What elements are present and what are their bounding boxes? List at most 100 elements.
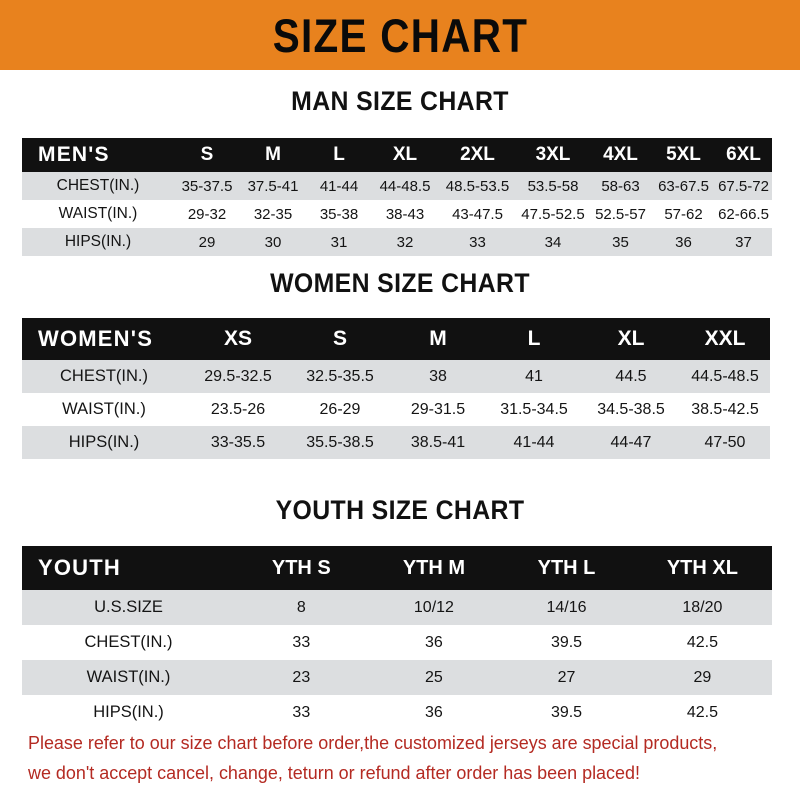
men-size-header: 5XL bbox=[666, 144, 701, 165]
men-measurement-cell: 62-66.5 bbox=[718, 205, 769, 223]
table-row: WAIST(IN.) 23 25 27 29 bbox=[22, 660, 772, 695]
women-measurement-cell: 33-35.5 bbox=[210, 433, 266, 451]
table-row: CHEST(IN.) 35-37.5 37.5-41 41-44 44-48.5 48.5… bbox=[22, 172, 772, 200]
men-size-header: S bbox=[200, 144, 214, 165]
table-row: WAIST(IN.) 29-32 32-35 35-38 38-43 43-47.5 47.… bbox=[22, 200, 772, 228]
men-measurement-cell: 43-47.5 bbox=[452, 205, 503, 223]
youth-table-body: YOUTH YTH S YTH M YTH L YTH XL U.S.SIZE 8 10/12… bbox=[22, 546, 772, 730]
men-measurement-cell: 31 bbox=[330, 233, 348, 251]
women-measurement-cell: 29.5-32.5 bbox=[204, 367, 272, 385]
men-measurement-cell: 32-35 bbox=[253, 205, 293, 223]
youth-measurement-cell: 33 bbox=[292, 633, 311, 651]
men-measurement-cell: 41-44 bbox=[319, 177, 359, 195]
youth-measurement-cell: 25 bbox=[425, 668, 443, 686]
women-corner-label: WOMEN'S bbox=[38, 326, 154, 351]
women-row-label: HIPS(IN.) bbox=[68, 433, 140, 451]
men-size-header: M bbox=[265, 144, 281, 165]
youth-measurement-cell: 42.5 bbox=[686, 633, 718, 651]
table-row: CHEST(IN.) 29.5-32.5 32.5-35.5 38 41 44.5 44.5… bbox=[22, 360, 770, 393]
men-measurement-cell: 53.5-58 bbox=[527, 177, 579, 195]
women-measurement-cell: 41-44 bbox=[513, 433, 555, 451]
women-header-row: WOMEN'S XS S M L XL XXL bbox=[22, 318, 770, 360]
men-section-title: MAN SIZE CHART bbox=[291, 86, 509, 116]
men-measurement-cell: 29 bbox=[198, 233, 216, 251]
women-size-header: M bbox=[429, 327, 447, 350]
women-table-body: WOMEN'S XS S M L XL XXL CHEST(IN.) 29.5-32.5 32.5… bbox=[22, 318, 770, 459]
men-row-label: HIPS(IN.) bbox=[64, 233, 132, 250]
women-measurement-cell: 47-50 bbox=[704, 433, 746, 451]
youth-row-label: WAIST(IN.) bbox=[86, 668, 171, 686]
order-policy-note: Please refer to our size chart before or… bbox=[28, 728, 754, 788]
table-row: WAIST(IN.) 23.5-26 26-29 29-31.5 31.5-34.5 34… bbox=[22, 393, 770, 426]
men-table-body: MEN'S S M L XL 2XL 3XL 4XL 5XL 6XL CHEST(IN.) 35-37… bbox=[22, 138, 772, 256]
men-measurement-cell: 58-63 bbox=[601, 177, 640, 195]
youth-measurement-cell: 10/12 bbox=[413, 598, 454, 616]
men-measurement-cell: 44-48.5 bbox=[379, 177, 431, 195]
men-measurement-cell: 47.5-52.5 bbox=[521, 205, 585, 223]
men-size-header: XL bbox=[392, 144, 418, 165]
youth-size-header: YTH M bbox=[402, 556, 466, 579]
women-measurement-cell: 31.5-34.5 bbox=[500, 400, 568, 418]
men-measurement-cell: 37 bbox=[735, 233, 752, 251]
youth-header-row: YOUTH YTH S YTH M YTH L YTH XL bbox=[22, 546, 772, 590]
men-measurement-cell: 63-67.5 bbox=[658, 177, 709, 195]
men-measurement-cell: 35 bbox=[612, 233, 629, 251]
banner-title: SIZE CHART bbox=[272, 8, 528, 62]
youth-measurement-cell: 33 bbox=[292, 703, 311, 721]
men-row-label: CHEST(IN.) bbox=[56, 177, 140, 194]
men-measurement-cell: 32 bbox=[396, 233, 414, 251]
men-measurement-cell: 30 bbox=[264, 233, 282, 251]
youth-measurement-cell: 29 bbox=[693, 668, 712, 686]
women-row-label: WAIST(IN.) bbox=[62, 400, 146, 418]
men-size-header: L bbox=[333, 144, 345, 165]
table-row: HIPS(IN.) 29 30 31 32 33 34 35 36 37 bbox=[22, 228, 772, 256]
youth-section-title: YOUTH SIZE CHART bbox=[275, 495, 525, 525]
men-measurement-cell: 37.5-41 bbox=[247, 177, 299, 195]
youth-size-header: YTH L bbox=[537, 556, 596, 579]
youth-measurement-cell: 14/16 bbox=[546, 598, 587, 616]
youth-measurement-cell: 39.5 bbox=[550, 633, 583, 651]
women-measurement-cell: 32.5-35.5 bbox=[306, 367, 374, 385]
youth-size-table: YOUTH YTH S YTH M YTH L YTH XL U.S.SIZE 8 10/12… bbox=[22, 546, 772, 730]
women-section-title: WOMEN SIZE CHART bbox=[270, 268, 530, 298]
women-size-header: XXL bbox=[704, 327, 746, 350]
youth-size-header: YTH XL bbox=[666, 556, 738, 579]
youth-corner-label: YOUTH bbox=[38, 555, 121, 580]
order-policy-line-2: we don't accept cancel, change, teturn o… bbox=[28, 762, 640, 783]
page-banner: SIZE CHART bbox=[0, 0, 800, 70]
women-measurement-cell: 44.5 bbox=[615, 367, 647, 385]
youth-measurement-cell: 39.5 bbox=[550, 703, 583, 721]
youth-measurement-cell: 42.5 bbox=[686, 703, 718, 721]
men-measurement-cell: 52.5-57 bbox=[595, 205, 646, 223]
men-measurement-cell: 38-43 bbox=[385, 205, 425, 223]
women-row-label: CHEST(IN.) bbox=[60, 367, 148, 385]
youth-row-label: U.S.SIZE bbox=[94, 598, 163, 616]
women-size-header: S bbox=[332, 327, 347, 350]
table-row: HIPS(IN.) 33 36 39.5 42.5 bbox=[22, 695, 772, 730]
women-measurement-cell: 41 bbox=[525, 367, 543, 385]
women-size-header: L bbox=[527, 327, 541, 350]
table-row: CHEST(IN.) 33 36 39.5 42.5 bbox=[22, 625, 772, 660]
youth-size-header: YTH S bbox=[271, 556, 331, 579]
men-size-header: 3XL bbox=[535, 144, 571, 165]
men-size-header: 6XL bbox=[726, 144, 761, 165]
women-size-header: XL bbox=[617, 327, 645, 350]
men-header-row: MEN'S S M L XL 2XL 3XL 4XL 5XL 6XL bbox=[22, 138, 772, 172]
women-measurement-cell: 38 bbox=[429, 367, 447, 385]
men-measurement-cell: 35-37.5 bbox=[181, 177, 233, 195]
women-measurement-cell: 44-47 bbox=[610, 433, 652, 451]
men-measurement-cell: 34 bbox=[544, 233, 562, 251]
table-row: U.S.SIZE 8 10/12 14/16 18/20 bbox=[22, 590, 772, 625]
men-size-header: 4XL bbox=[603, 144, 638, 165]
men-measurement-cell: 57-62 bbox=[664, 205, 703, 223]
youth-measurement-cell: 18/20 bbox=[682, 598, 723, 616]
youth-measurement-cell: 8 bbox=[296, 598, 306, 616]
men-measurement-cell: 36 bbox=[675, 233, 692, 251]
men-row-label: WAIST(IN.) bbox=[58, 205, 138, 222]
women-measurement-cell: 38.5-41 bbox=[410, 433, 466, 451]
women-measurement-cell: 26-29 bbox=[319, 400, 361, 418]
women-measurement-cell: 44.5-48.5 bbox=[691, 367, 759, 385]
women-size-header: XS bbox=[223, 327, 252, 350]
youth-measurement-cell: 23 bbox=[292, 668, 311, 686]
women-measurement-cell: 29-31.5 bbox=[410, 400, 466, 418]
